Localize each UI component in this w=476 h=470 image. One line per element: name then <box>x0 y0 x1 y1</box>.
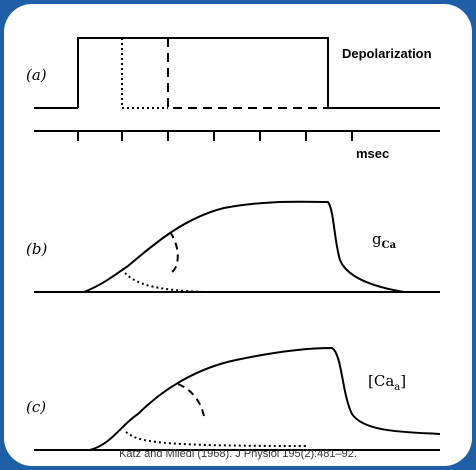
panel-a-letter: (a) <box>26 66 47 84</box>
panel-c-letter: (c) <box>26 398 46 416</box>
panel-b-letter: (b) <box>26 240 47 258</box>
ca-short-trace <box>125 431 307 447</box>
panel-b-title: gCa <box>372 230 397 251</box>
panel-b <box>34 200 440 293</box>
gca-medium-trace <box>169 231 179 273</box>
time-axis-ticks <box>77 131 353 141</box>
pulse-long <box>77 37 329 108</box>
gca-long-trace <box>83 200 405 293</box>
figure-card: (a) Depolarization msec (b) gCa (c) <box>4 4 472 466</box>
panel-a-title: Depolarization <box>342 46 432 61</box>
ca-medium-trace <box>177 383 205 417</box>
panel-c-title: [Caa] <box>368 372 406 393</box>
pulse-medium-dashed <box>167 38 328 109</box>
gca-short-trace <box>121 268 205 293</box>
panel-a <box>34 37 440 141</box>
figure-caption: Katz and Miledi (1968). J Physiol 195(2)… <box>119 448 357 460</box>
pulse-short-dotted <box>121 38 168 109</box>
figure-svg: (a) Depolarization msec (b) gCa (c) <box>26 37 441 451</box>
panel-c <box>34 346 441 451</box>
time-unit-label: msec <box>356 146 389 161</box>
ca-long-trace <box>89 346 441 451</box>
